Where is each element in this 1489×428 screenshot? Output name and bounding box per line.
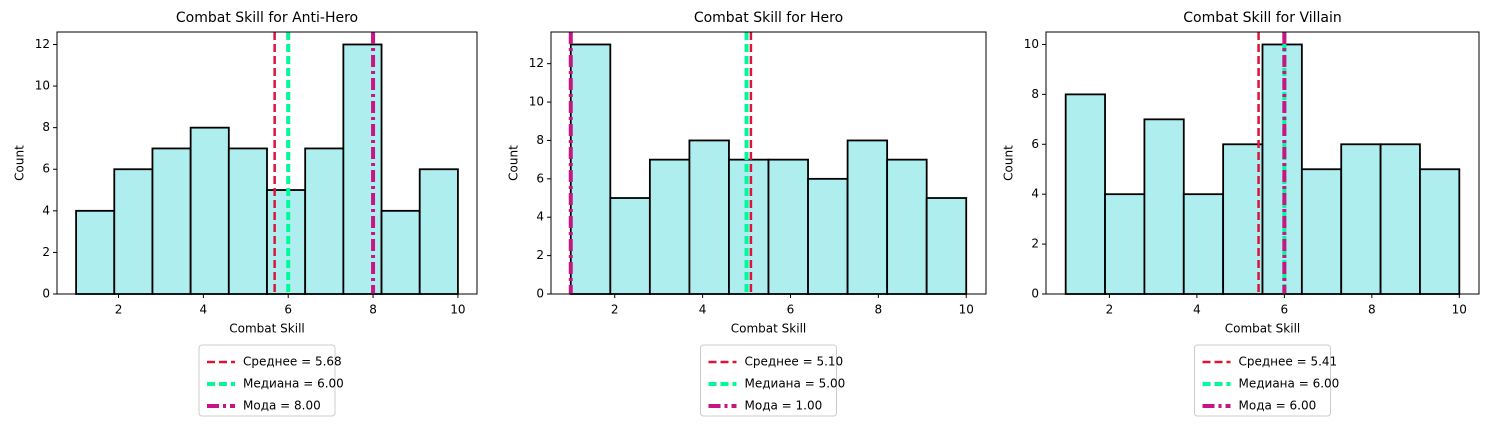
x-tick-label: 2	[115, 303, 123, 317]
panel: Combat Skill for Hero 2 4 6 8 10 0 2 4 6 8 10 12 Comb…	[507, 10, 987, 417]
legend-label: Мода = 6.00	[1239, 399, 1317, 413]
bar	[380, 209, 421, 295]
bar	[846, 139, 889, 295]
y-tick-label: 10	[1024, 37, 1039, 51]
legend-label: Среднее = 5.10	[745, 355, 844, 369]
x-tick-label: 2	[611, 303, 619, 317]
legend-label: Среднее = 5.41	[1239, 355, 1338, 369]
plot-frame	[56, 31, 478, 295]
y-tick-label: 10	[529, 95, 544, 109]
bar	[1379, 143, 1421, 295]
bar	[75, 209, 116, 295]
bar	[1182, 193, 1225, 295]
bar	[1261, 43, 1303, 295]
bar	[886, 158, 928, 295]
bar	[227, 147, 268, 295]
legend-label: Мода = 1.00	[745, 399, 823, 413]
bar	[767, 158, 809, 295]
bar	[1104, 193, 1146, 295]
x-tick-label: 6	[284, 303, 292, 317]
bar	[304, 147, 345, 295]
bar	[151, 147, 192, 295]
bar	[728, 158, 770, 295]
x-tick-label: 4	[699, 303, 707, 317]
y-tick-label: 6	[536, 171, 544, 185]
y-axis-label: Count	[13, 145, 27, 181]
x-tick-label: 10	[1452, 303, 1467, 317]
y-tick-label: 0	[536, 287, 544, 301]
plot-frame	[1045, 31, 1480, 295]
x-tick-label: 8	[1368, 303, 1376, 317]
y-tick-label: 8	[1031, 87, 1039, 101]
y-tick-label: 2	[536, 248, 544, 262]
bar	[342, 43, 383, 295]
y-tick-label: 8	[42, 120, 50, 134]
x-tick-label: 4	[1193, 303, 1201, 317]
bar	[1064, 93, 1106, 295]
y-axis-label: Count	[1002, 145, 1016, 181]
bar	[609, 197, 651, 295]
x-tick-label: 10	[450, 303, 465, 317]
bar	[418, 168, 459, 295]
y-tick-label: 2	[1031, 237, 1039, 251]
x-tick-label: 8	[875, 303, 883, 317]
bar	[1222, 143, 1264, 295]
chart-title: Combat Skill for Anti-Hero	[176, 10, 358, 26]
y-tick-label: 4	[536, 210, 544, 224]
y-axis-label: Count	[507, 145, 521, 181]
bar	[648, 158, 691, 295]
bar	[688, 139, 730, 295]
panel: Combat Skill for Villain 2 4 6 8 10 0 2 4 6 8 10 Com…	[1002, 10, 1480, 417]
bar	[569, 43, 612, 295]
x-tick-label: 4	[200, 303, 208, 317]
x-tick-label: 2	[1106, 303, 1114, 317]
bar	[113, 168, 154, 295]
y-tick-label: 4	[42, 203, 50, 217]
bar	[1300, 168, 1343, 295]
y-tick-label: 4	[1031, 187, 1039, 201]
y-tick-label: 12	[529, 56, 544, 70]
y-tick-label: 0	[1031, 287, 1039, 301]
y-tick-label: 8	[536, 133, 544, 147]
chart-title: Combat Skill for Villain	[1183, 10, 1341, 26]
bar	[1340, 143, 1382, 295]
legend-label: Мода = 8.00	[243, 399, 321, 413]
y-tick-label: 2	[42, 245, 50, 259]
x-axis-label: Combat Skill	[731, 322, 806, 336]
x-tick-label: 6	[787, 303, 795, 317]
x-tick-label: 8	[369, 303, 377, 317]
x-axis-label: Combat Skill	[229, 322, 304, 336]
legend-label: Медиана = 6.00	[1239, 377, 1340, 391]
bar	[807, 177, 849, 295]
bar	[925, 197, 968, 295]
bar	[1419, 168, 1461, 295]
chart-title: Combat Skill for Hero	[694, 10, 843, 26]
bar	[189, 126, 230, 295]
x-axis-label: Combat Skill	[1225, 322, 1300, 336]
y-tick-label: 6	[42, 162, 50, 176]
legend-label: Медиана = 6.00	[243, 377, 344, 391]
panel: Combat Skill for Anti-Hero 2 4 6 8 10 0 2 4 6 8 10 1…	[13, 10, 478, 417]
y-tick-label: 0	[42, 287, 50, 301]
y-tick-label: 6	[1031, 137, 1039, 151]
y-tick-label: 12	[35, 37, 50, 51]
plot-frame	[550, 31, 987, 295]
y-tick-label: 10	[35, 79, 50, 93]
x-tick-label: 10	[959, 303, 974, 317]
legend-label: Среднее = 5.68	[243, 355, 342, 369]
legend-label: Медиана = 5.00	[745, 377, 846, 391]
bar	[1143, 118, 1185, 295]
bar	[266, 189, 307, 295]
x-tick-label: 6	[1281, 303, 1289, 317]
